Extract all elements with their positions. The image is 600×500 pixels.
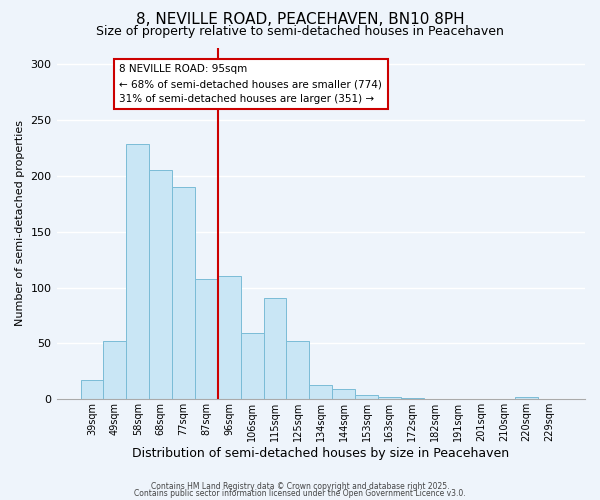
Bar	[378, 397, 401, 400]
Text: Contains public sector information licensed under the Open Government Licence v3: Contains public sector information licen…	[134, 489, 466, 498]
Text: Contains HM Land Registry data © Crown copyright and database right 2025.: Contains HM Land Registry data © Crown c…	[151, 482, 449, 491]
Bar	[172, 187, 195, 400]
Bar	[149, 170, 172, 400]
Bar	[286, 341, 310, 400]
Bar	[310, 385, 332, 400]
Text: 8 NEVILLE ROAD: 95sqm
← 68% of semi-detached houses are smaller (774)
31% of sem: 8 NEVILLE ROAD: 95sqm ← 68% of semi-deta…	[119, 64, 382, 104]
Bar	[263, 298, 286, 400]
Text: 8, NEVILLE ROAD, PEACEHAVEN, BN10 8PH: 8, NEVILLE ROAD, PEACEHAVEN, BN10 8PH	[136, 12, 464, 28]
X-axis label: Distribution of semi-detached houses by size in Peacehaven: Distribution of semi-detached houses by …	[132, 447, 509, 460]
Bar	[218, 276, 241, 400]
Y-axis label: Number of semi-detached properties: Number of semi-detached properties	[15, 120, 25, 326]
Bar	[401, 398, 424, 400]
Bar	[127, 144, 149, 400]
Bar	[80, 380, 103, 400]
Bar	[515, 397, 538, 400]
Bar	[195, 278, 218, 400]
Bar	[103, 341, 127, 400]
Text: Size of property relative to semi-detached houses in Peacehaven: Size of property relative to semi-detach…	[96, 25, 504, 38]
Bar	[332, 389, 355, 400]
Bar	[241, 334, 263, 400]
Bar	[355, 395, 378, 400]
